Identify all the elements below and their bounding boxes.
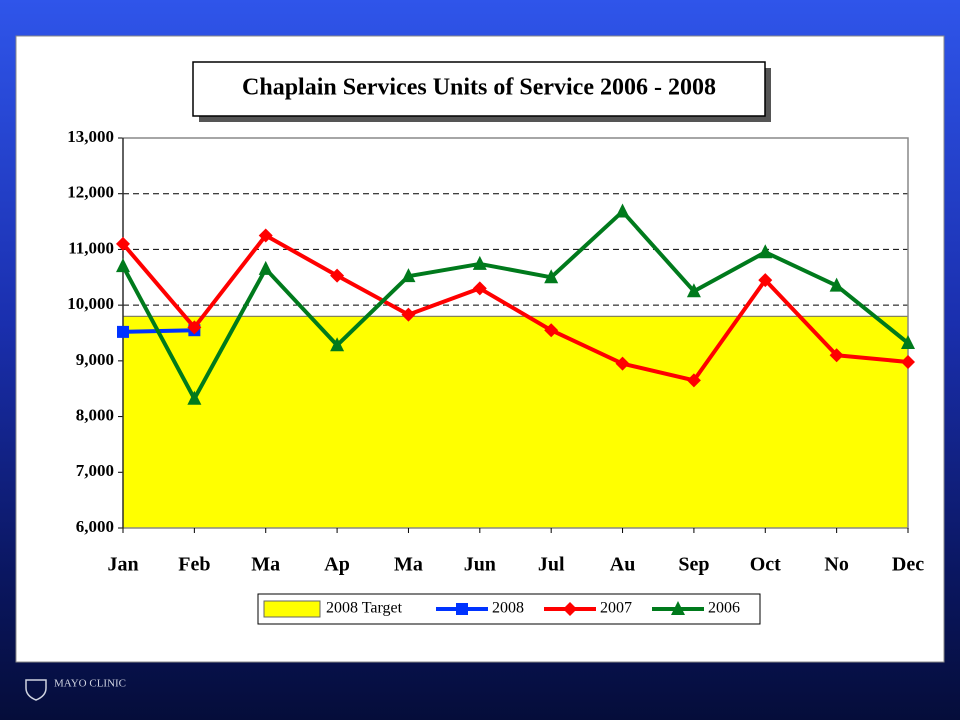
x-tick-label: Jun bbox=[464, 554, 496, 576]
x-tick-label: Oct bbox=[750, 554, 781, 576]
legend-label: 2008 Target bbox=[326, 600, 403, 617]
point bbox=[117, 325, 129, 338]
x-tick-label: Ma bbox=[251, 554, 280, 576]
x-tick-label: Jul bbox=[538, 554, 565, 576]
point bbox=[187, 320, 202, 335]
point bbox=[829, 277, 844, 292]
point bbox=[758, 273, 773, 288]
point bbox=[258, 260, 273, 275]
point bbox=[472, 255, 487, 270]
point bbox=[116, 258, 130, 273]
point bbox=[187, 390, 202, 405]
point bbox=[615, 356, 630, 371]
legend-label: 2006 bbox=[708, 600, 740, 617]
point bbox=[686, 283, 701, 298]
point bbox=[330, 268, 345, 283]
x-tick-label: Jan bbox=[107, 554, 138, 576]
chart-title: Chaplain Services Units of Service 2006 … bbox=[242, 75, 716, 101]
legend-swatch bbox=[263, 600, 321, 618]
legend-label: 2007 bbox=[600, 600, 632, 617]
y-tick-label: 9,000 bbox=[76, 350, 114, 369]
x-tick-label: Ma bbox=[394, 554, 423, 576]
y-tick-label: 6,000 bbox=[76, 517, 114, 536]
y-tick-label: 10,000 bbox=[67, 294, 114, 313]
series-line bbox=[121, 209, 910, 401]
x-tick-label: No bbox=[824, 554, 848, 576]
point bbox=[686, 373, 701, 388]
x-tick-label: Ap bbox=[324, 554, 350, 576]
logo-shield bbox=[25, 679, 47, 701]
legend-label: 2008 bbox=[492, 600, 524, 617]
point bbox=[901, 354, 915, 369]
point bbox=[829, 348, 844, 363]
point bbox=[544, 269, 559, 284]
x-tick-label: Sep bbox=[678, 554, 709, 576]
point bbox=[258, 228, 273, 243]
point bbox=[544, 323, 559, 338]
point bbox=[116, 236, 130, 251]
x-tick-label: Feb bbox=[178, 554, 210, 576]
point bbox=[901, 335, 915, 350]
point bbox=[472, 281, 487, 296]
y-tick-label: 8,000 bbox=[76, 405, 114, 424]
point bbox=[758, 244, 773, 259]
point bbox=[330, 337, 345, 352]
x-tick-label: Dec bbox=[892, 554, 924, 576]
logo: MAYO CLINIC bbox=[25, 678, 126, 701]
series-line bbox=[121, 233, 909, 383]
title-box bbox=[192, 61, 766, 117]
y-tick-label: 11,000 bbox=[68, 238, 114, 257]
target-area bbox=[122, 315, 909, 529]
point bbox=[615, 203, 630, 218]
y-tick-label: 13,000 bbox=[67, 127, 114, 146]
legend-marker bbox=[671, 601, 685, 615]
legend-marker bbox=[456, 603, 468, 615]
y-tick-label: 7,000 bbox=[76, 461, 114, 480]
y-tick-label: 12,000 bbox=[67, 183, 114, 202]
legend-marker bbox=[563, 602, 577, 616]
point bbox=[401, 268, 416, 283]
x-tick-label: Au bbox=[610, 554, 636, 576]
footer-text: MAYO CLINIC bbox=[54, 678, 126, 690]
point bbox=[401, 307, 416, 322]
